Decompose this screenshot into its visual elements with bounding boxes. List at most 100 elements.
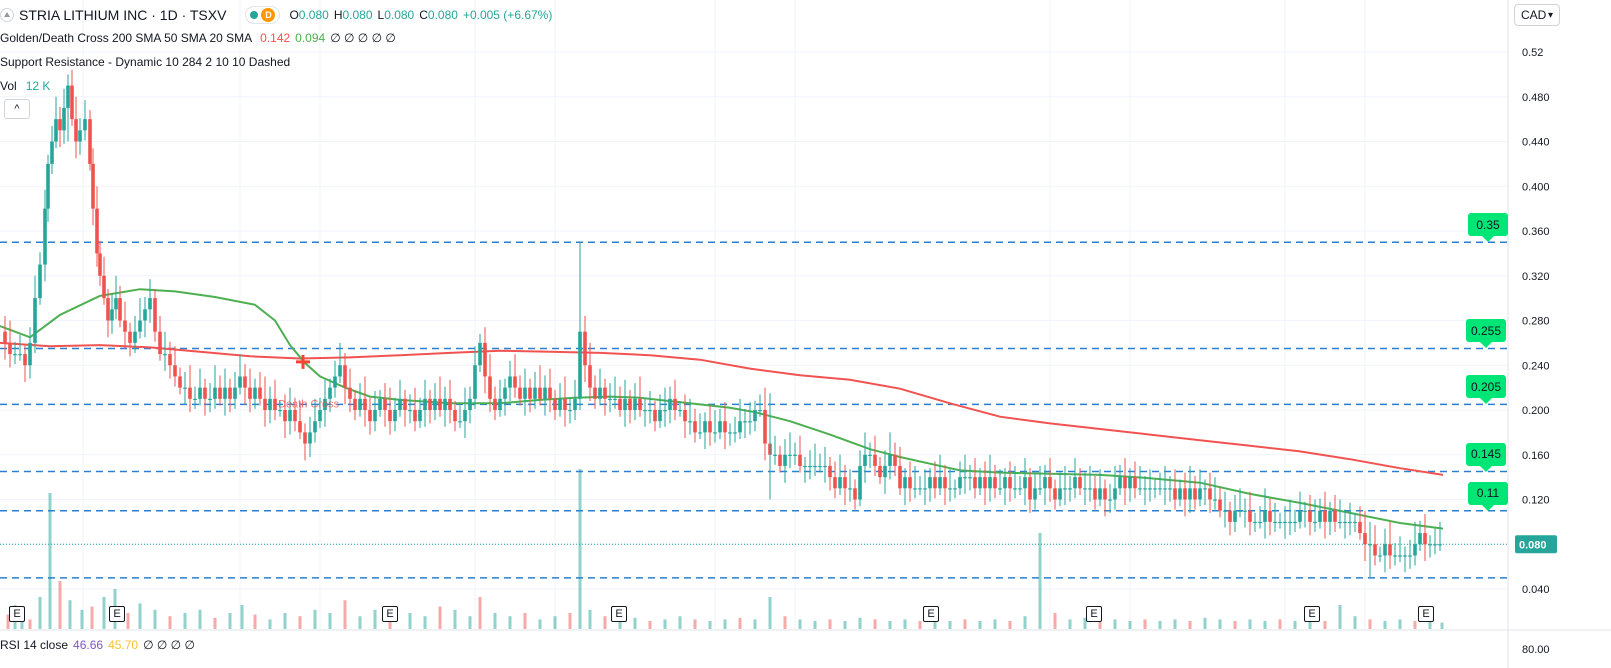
candle-body xyxy=(498,398,502,410)
logo-icon xyxy=(0,8,14,22)
candle-body xyxy=(853,488,857,500)
candle-body xyxy=(33,298,37,343)
earnings-marker[interactable]: E xyxy=(109,606,125,622)
earnings-marker[interactable]: E xyxy=(9,606,25,622)
earnings-marker[interactable]: E xyxy=(923,606,939,622)
symbol-title: STRIA LITHIUM INC · 1D · TSXV xyxy=(19,7,227,23)
status-dot-icon xyxy=(250,11,259,19)
volume-bar xyxy=(1023,616,1027,629)
candle-body xyxy=(1358,521,1362,534)
candle-body xyxy=(433,398,437,410)
candle-body xyxy=(523,387,527,399)
candle-body xyxy=(1348,521,1352,524)
y-tick-label: 0.200 xyxy=(1522,405,1550,417)
candle-body xyxy=(1253,521,1257,524)
candle-body xyxy=(908,477,912,489)
market-status[interactable]: D xyxy=(245,6,281,24)
golden-cross-legend[interactable]: Golden/Death Cross 200 SMA 50 SMA 20 SMA… xyxy=(0,31,396,45)
candle-body xyxy=(1378,555,1382,557)
support-resistance-legend[interactable]: Support Resistance - Dynamic 10 284 2 10… xyxy=(0,55,290,69)
candle-body xyxy=(1148,488,1152,490)
death-cross-annotation: Death Cross xyxy=(278,398,340,410)
candle-body xyxy=(1323,510,1327,522)
candle-body xyxy=(583,331,587,366)
y-tick-label: 0.120 xyxy=(1522,495,1550,507)
candle-body xyxy=(883,465,887,478)
candle-body xyxy=(648,410,652,412)
candle-body xyxy=(1173,488,1177,500)
candle-body xyxy=(783,454,787,466)
candle-body xyxy=(1273,521,1277,524)
candle-body xyxy=(328,387,332,399)
candle-body xyxy=(598,387,602,399)
volume-bar xyxy=(1440,622,1444,629)
candle-body xyxy=(718,421,722,433)
earnings-marker[interactable]: E xyxy=(1086,606,1102,622)
candle-body xyxy=(1128,477,1132,489)
candle-body xyxy=(1033,488,1037,500)
candle-body xyxy=(368,410,372,422)
volume-legend[interactable]: Vol 12 K xyxy=(0,79,50,93)
death-cross-icon xyxy=(296,354,310,369)
candle-body xyxy=(1163,488,1167,490)
volume-bar xyxy=(1323,621,1327,629)
candle-body xyxy=(98,253,102,276)
earnings-marker[interactable]: E xyxy=(1304,606,1320,622)
candle-body xyxy=(1188,488,1192,500)
candle-body xyxy=(1203,488,1207,490)
candle-body xyxy=(363,398,367,410)
y-tick-label: 0.160 xyxy=(1522,450,1550,462)
candle-body xyxy=(683,410,687,422)
volume-bar xyxy=(1038,533,1042,629)
candle-body xyxy=(1403,555,1407,557)
currency-select[interactable]: CAD ▾ xyxy=(1514,4,1560,26)
volume-bar xyxy=(358,616,362,629)
candle-body xyxy=(973,477,977,489)
rsi-name: RSI 14 close xyxy=(0,638,69,652)
candle-body xyxy=(603,387,607,399)
candle-body xyxy=(153,298,157,332)
candle-body xyxy=(958,477,962,489)
candle-body xyxy=(1418,533,1422,545)
candle-body xyxy=(238,376,242,388)
earnings-marker[interactable]: E xyxy=(611,606,627,622)
y-tick-label: 0.320 xyxy=(1522,271,1550,283)
delayed-badge: D xyxy=(261,8,276,22)
golden-cross-rest: ∅ ∅ ∅ ∅ ∅ xyxy=(330,31,396,45)
candle-body xyxy=(88,119,92,164)
candle-body xyxy=(1228,510,1232,522)
candle-body xyxy=(653,410,657,422)
candle-body xyxy=(213,387,217,399)
candle-body xyxy=(858,465,862,500)
volume-bar xyxy=(38,597,42,629)
candle-body xyxy=(110,309,114,321)
symbol-legend[interactable]: STRIA LITHIUM INC · 1D · TSXV D O 0.080 H… xyxy=(0,6,552,24)
volume-bar xyxy=(343,600,347,629)
candle-body xyxy=(343,365,347,388)
volume-bar xyxy=(1398,619,1402,629)
candle-body xyxy=(70,85,74,120)
candle-body xyxy=(563,398,567,410)
collapse-legend-button[interactable]: ^ xyxy=(4,99,30,119)
candle-body xyxy=(503,387,507,399)
rsi-v2: 45.70 xyxy=(108,638,139,652)
volume-bar xyxy=(578,469,582,629)
candle-body xyxy=(1388,544,1392,556)
candle-body xyxy=(114,298,118,310)
candle-body xyxy=(1398,555,1402,557)
earnings-marker[interactable]: E xyxy=(382,606,398,622)
candle-body xyxy=(1198,488,1202,500)
support-lines xyxy=(0,241,1508,579)
candle-body xyxy=(1308,510,1312,522)
earnings-marker[interactable]: E xyxy=(1418,606,1434,622)
candle-body xyxy=(54,119,58,142)
rsi-legend[interactable]: RSI 14 close 46.66 45.70 ∅ ∅ ∅ ∅ xyxy=(0,638,195,652)
sma-50-path xyxy=(0,288,1444,530)
candle-body xyxy=(1343,521,1347,524)
volume-bar xyxy=(978,621,982,629)
candle-body xyxy=(403,398,407,410)
candle-body xyxy=(1433,544,1437,546)
candle-body xyxy=(643,410,647,412)
